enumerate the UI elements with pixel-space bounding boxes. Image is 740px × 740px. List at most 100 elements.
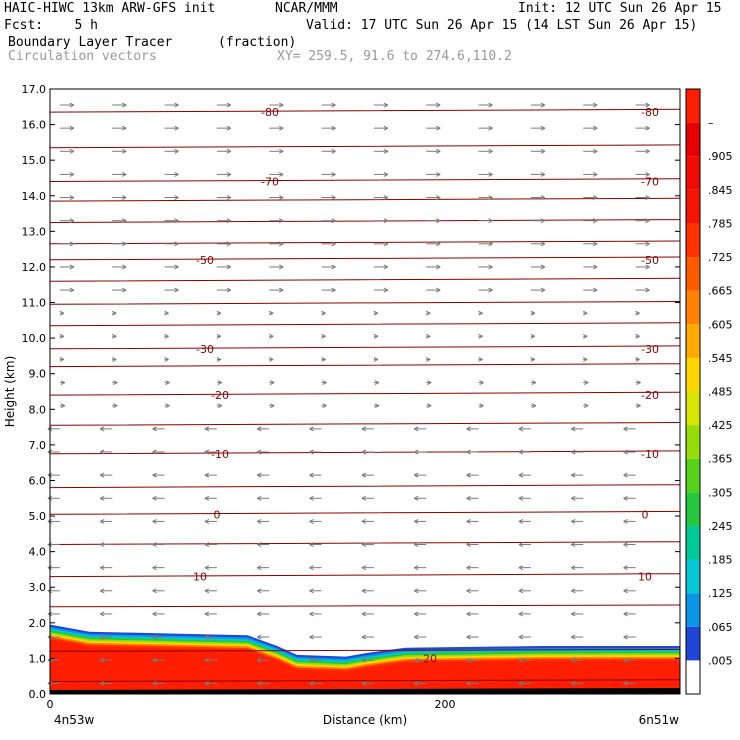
vector-arrowhead [99, 611, 105, 617]
vector-arrowhead [413, 657, 419, 663]
title-left: HAIC-HIWC 13km ARW-GFS init [4, 1, 216, 16]
isotherm-line [49, 322, 681, 327]
vector-arrowhead [59, 333, 65, 339]
vector-arrowhead [204, 495, 210, 501]
vector-arrowhead [69, 218, 75, 224]
vector-arrowhead [226, 148, 232, 154]
vector-arrowhead [593, 264, 598, 270]
colorbar-label: .185 [708, 554, 733, 567]
vector-arrowhead [111, 357, 117, 362]
vector-arrowhead [540, 125, 546, 131]
vector-arrowhead [623, 472, 628, 478]
vector-arrowhead [69, 171, 75, 177]
vector-arrowhead [204, 634, 210, 640]
vector-arrowhead [540, 171, 546, 177]
vector-arrowhead [174, 148, 179, 154]
vector-arrowhead [373, 333, 379, 339]
vector-arrowhead [383, 218, 389, 224]
vector-arrowhead [331, 148, 336, 154]
vector-arrowhead [645, 264, 650, 270]
vector-arrowhead [593, 125, 598, 131]
vector-arrowhead [121, 195, 127, 200]
isotherm-label: -50 [196, 254, 214, 267]
vector-arrowhead [584, 380, 589, 386]
vector-arrowhead [540, 241, 546, 247]
vector-arrowhead [309, 565, 314, 571]
y-tick-label: 14.0 [22, 190, 47, 203]
vector-arrowhead [435, 102, 441, 108]
vector-arrowhead [530, 357, 536, 362]
vector-arrowhead [256, 588, 262, 594]
vector-arrowhead [256, 449, 262, 455]
vector-arrowhead [69, 148, 75, 154]
field-units: (fraction) [218, 35, 297, 50]
vector-arrowhead [361, 565, 367, 571]
isotherm-label: -30 [196, 343, 214, 356]
vector-arrowhead [152, 588, 157, 594]
vector-arrowhead [466, 518, 471, 524]
vector-arrowhead [645, 195, 650, 200]
vector-arrowhead [309, 680, 314, 686]
cross-section-endpoints: XY= 259.5, 91.6 to 274.6,110.2 [277, 49, 512, 64]
vector-arrowhead [174, 125, 179, 131]
vector-arrowhead [531, 403, 537, 409]
isotherm-line [49, 604, 681, 608]
vector-arrowhead [425, 357, 431, 362]
y-tick-label: 6.0 [29, 474, 47, 487]
colorbar-swatch [686, 89, 700, 123]
vector-arrowhead [623, 518, 628, 524]
vector-arrowhead [226, 218, 232, 224]
y-tick-label: 9.0 [29, 368, 47, 381]
vector-arrowhead [623, 611, 628, 617]
vector-arrowhead [309, 426, 314, 432]
isotherm-line [49, 256, 681, 261]
vector-arrowhead [331, 171, 336, 177]
vector-arrowhead [593, 171, 598, 177]
vector-arrowhead [413, 542, 419, 547]
vector-arrowhead [164, 310, 169, 316]
vector-arrowhead [69, 264, 75, 270]
vector-arrowhead [204, 449, 210, 455]
vector-arrowhead [479, 403, 484, 409]
x-axis-label: Distance (km) [323, 713, 407, 727]
isotherm-label: 10 [193, 571, 207, 584]
vector-arrowhead [256, 611, 262, 617]
vector-arrowhead [164, 333, 169, 339]
vector-arrowhead [466, 588, 471, 594]
isotherm-line [49, 178, 681, 182]
colorbar-label: .245 [708, 520, 733, 533]
vector-arrowhead [361, 426, 367, 432]
colorbar-swatch [686, 290, 700, 325]
vector-arrowhead [216, 333, 222, 339]
colorbar-swatch [686, 257, 700, 291]
vector-arrowhead [518, 472, 524, 478]
colorbar-label: .485 [708, 386, 733, 399]
vector-arrowhead [256, 472, 262, 478]
vector-arrowhead [256, 657, 262, 663]
vector-arrowhead [466, 495, 471, 501]
vector-arrowhead [413, 565, 419, 571]
vector-arrowhead [361, 680, 367, 686]
vector-arrowhead [383, 264, 389, 270]
vector-arrowhead [99, 542, 105, 547]
vector-arrowhead [623, 657, 628, 663]
y-tick-label: 1.0 [29, 652, 47, 665]
vector-arrowhead [309, 657, 314, 663]
vector-arrowhead [426, 403, 432, 409]
vector-arrowhead [278, 287, 284, 293]
vector-arrowhead [121, 125, 127, 131]
vector-arrowhead [152, 542, 157, 547]
colorbar-label: .605 [708, 318, 733, 331]
vector-arrowhead [361, 495, 367, 501]
vector-arrowhead [413, 680, 419, 686]
vector-arrowhead [383, 148, 389, 154]
colorbar-label: .425 [708, 419, 733, 432]
vector-arrowhead [571, 611, 576, 617]
x-tick-label: 200 [434, 698, 455, 711]
y-tick-label: 13.0 [22, 225, 47, 238]
vector-arrowhead [226, 171, 232, 177]
vector-arrowhead [174, 241, 179, 247]
vector-arrowhead [571, 588, 576, 594]
vector-arrowhead [583, 310, 588, 316]
vector-arrowhead [413, 588, 419, 594]
